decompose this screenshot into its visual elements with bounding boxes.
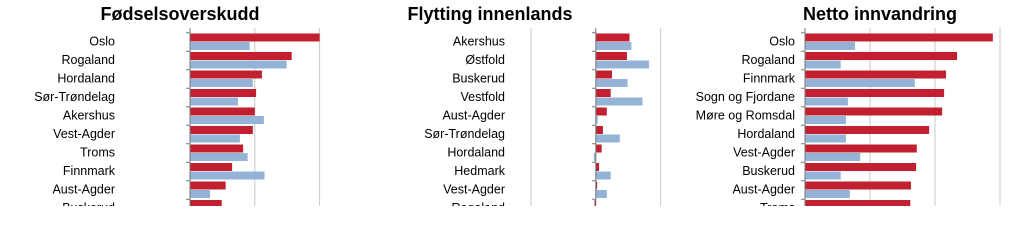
bar <box>595 42 632 50</box>
bar <box>595 97 643 106</box>
bar <box>805 181 911 190</box>
bar <box>805 190 850 198</box>
category-label: Hordaland <box>737 127 795 141</box>
category-label: Oslo <box>89 34 115 48</box>
category-label: Finnmark <box>743 71 796 85</box>
category-label: Aust-Agder <box>442 108 505 122</box>
bar <box>190 116 264 124</box>
bar <box>190 79 253 87</box>
bar <box>595 171 611 180</box>
bar <box>190 126 253 134</box>
bar <box>805 52 958 60</box>
category-label: Møre og Romsdal <box>696 108 795 122</box>
bar <box>595 181 598 190</box>
category-label: Buskerud <box>742 164 795 178</box>
chart: Fødselsoverskudd Oslo Rogaland Hordaland Sør… <box>34 4 1001 206</box>
category-label: Rogaland <box>61 53 115 67</box>
category-label: Troms <box>80 145 115 159</box>
bar <box>190 89 257 97</box>
bar <box>805 163 917 171</box>
bar <box>805 60 841 69</box>
category-label: Rogaland <box>451 201 505 206</box>
bar <box>805 97 848 106</box>
category-label: Vestfold <box>461 90 506 104</box>
category-label: Vest-Agder <box>733 145 795 159</box>
category-label: Akershus <box>453 34 505 48</box>
bar <box>595 60 649 69</box>
bar <box>594 200 596 206</box>
bar <box>190 144 244 153</box>
category-label: Hedmark <box>454 164 505 178</box>
bar <box>805 79 915 87</box>
bar <box>190 42 250 50</box>
category-label: Sogn og Fjordane <box>696 90 795 104</box>
category-label: Rogaland <box>741 53 795 67</box>
bar <box>805 144 917 153</box>
category-label: Vest-Agder <box>443 182 505 196</box>
category-label: Buskerud <box>452 71 505 85</box>
bar <box>190 70 262 79</box>
bar <box>595 163 600 171</box>
category-label: Vest-Agder <box>53 127 115 141</box>
chart-title: Netto innvandring <box>803 4 957 24</box>
bar <box>190 60 287 69</box>
bar <box>190 190 211 198</box>
bar <box>190 171 265 180</box>
bar <box>805 126 930 134</box>
category-label: Hordaland <box>447 145 505 159</box>
bar <box>595 107 607 116</box>
bar <box>805 42 856 50</box>
bar <box>595 33 630 42</box>
bar <box>805 33 993 42</box>
bar <box>595 126 603 134</box>
category-label: Hordaland <box>57 71 115 85</box>
bar <box>190 163 233 171</box>
bar <box>805 134 846 143</box>
bar <box>595 134 620 143</box>
bar <box>190 134 240 143</box>
bar <box>190 200 222 206</box>
category-label: Aust-Agder <box>52 182 115 196</box>
bar <box>805 70 947 79</box>
bar <box>805 153 861 161</box>
bar <box>593 153 596 161</box>
bar <box>190 153 248 161</box>
bar <box>805 171 841 180</box>
category-label: Akershus <box>63 108 115 122</box>
bar <box>805 116 846 124</box>
bar <box>595 144 602 153</box>
category-label: Oslo <box>769 34 795 48</box>
category-label: Buskerud <box>62 201 115 206</box>
bar <box>595 52 627 60</box>
category-label: Troms <box>760 201 795 206</box>
bar <box>190 181 226 190</box>
category-label: Finnmark <box>63 164 116 178</box>
category-label: Aust-Agder <box>732 182 795 196</box>
bar <box>595 89 611 97</box>
bar <box>805 107 943 116</box>
bar <box>190 52 292 60</box>
bar <box>190 107 255 116</box>
bar <box>805 200 911 206</box>
category-label: Østfold <box>465 53 505 67</box>
chart-title: Flytting innenlands <box>408 4 573 24</box>
bar <box>190 33 320 42</box>
bar <box>595 190 607 198</box>
bar <box>190 97 238 106</box>
bar <box>595 79 628 87</box>
chart-title: Fødselsoverskudd <box>100 4 259 24</box>
bar <box>595 116 598 124</box>
category-label: Sør-Trøndelag <box>424 127 505 141</box>
bar <box>595 70 613 79</box>
category-label: Sør-Trøndelag <box>34 90 115 104</box>
bar <box>805 89 945 97</box>
